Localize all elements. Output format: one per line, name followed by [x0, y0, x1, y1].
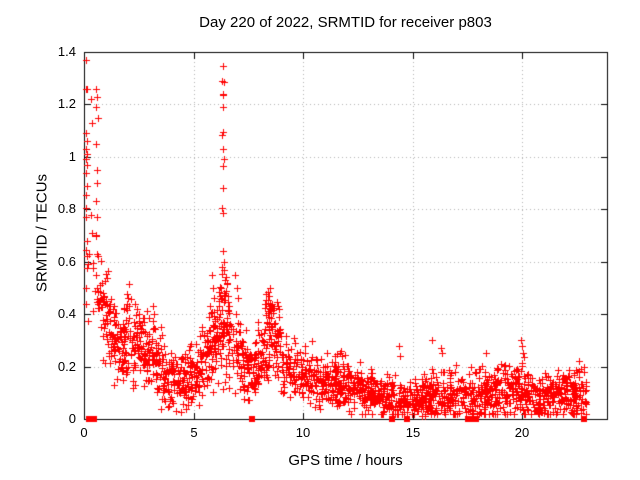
y-tick-label: 1.4 — [57, 44, 76, 59]
x-tick-label: 15 — [405, 425, 421, 440]
x-tick-label: 10 — [295, 425, 311, 440]
chart-title: Day 220 of 2022, SRMTID for receiver p80… — [199, 14, 492, 31]
x-tick-label: 20 — [514, 425, 530, 440]
y-tick-label: 0.6 — [57, 254, 76, 269]
y-tick-label: 0 — [68, 411, 76, 426]
y-tick-label: 0.4 — [57, 306, 76, 321]
y-tick-label: 0.2 — [57, 359, 76, 374]
y-tick-label: 0.8 — [57, 201, 76, 216]
y-tick-label: 1.2 — [57, 96, 76, 111]
y-axis-label: SRMTID / TECUs — [33, 173, 51, 293]
x-tick-label: 5 — [190, 425, 198, 440]
x-axis-label: GPS time / hours — [288, 452, 403, 469]
y-tick-label: 1 — [68, 149, 76, 164]
x-tick-label: 0 — [80, 425, 88, 440]
